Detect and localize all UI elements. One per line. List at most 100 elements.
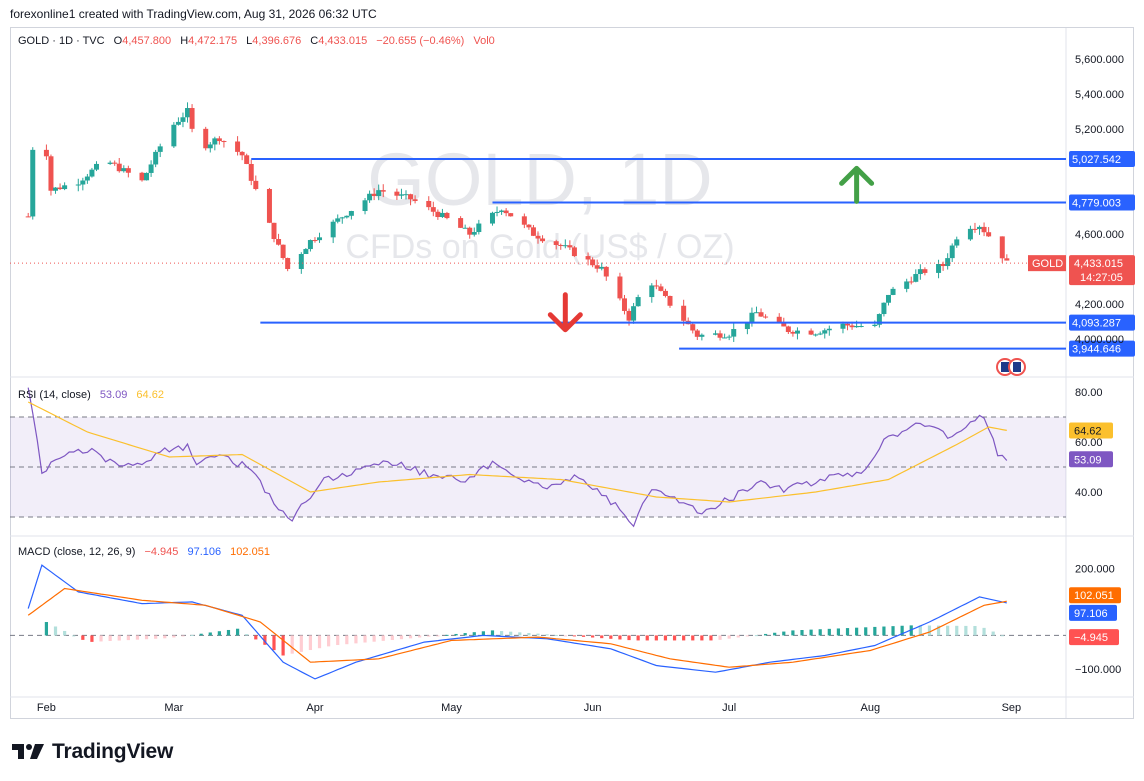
symbol-legend: GOLD · 1D · TVC O4,457.800 H4,472.175 L4… (18, 35, 501, 47)
candle (949, 245, 955, 259)
candle (954, 239, 960, 246)
macd-pane[interactable] (10, 564, 1066, 680)
candle (207, 144, 213, 149)
candle (471, 232, 477, 235)
level-label: 4,093.287 (1072, 318, 1121, 330)
symbol-tag: GOLD (1032, 258, 1063, 270)
rsi-ma-value: 64.62 (136, 389, 164, 401)
macd-histogram-bar (81, 635, 85, 640)
macd-title[interactable]: MACD (close, 12, 26, 9) (18, 546, 136, 558)
macd-histogram-bar (317, 635, 322, 649)
low-label: L (246, 35, 253, 47)
candle (530, 227, 536, 236)
time-tick-label: Apr (306, 702, 323, 714)
candle (881, 302, 887, 315)
macd-histogram-bar (163, 635, 167, 639)
macd-histogram-bar (836, 628, 841, 636)
macd-histogram-bar (627, 635, 631, 641)
candle (439, 212, 445, 218)
time-tick-label: Jun (584, 702, 602, 714)
level-label-bg (1069, 314, 1135, 331)
candle (585, 256, 591, 260)
macd-histogram-bar (290, 635, 294, 654)
candle (107, 162, 113, 164)
macd-hist-value: −4.945 (144, 546, 179, 558)
rsi-band (10, 417, 1066, 517)
macd-histogram-bar (226, 629, 231, 636)
macd-histogram-bar (217, 631, 221, 636)
macd-histogram-bar (581, 635, 586, 637)
price-tick-label: 5,600.000 (1075, 54, 1124, 66)
candle (722, 337, 728, 339)
candle (253, 180, 259, 189)
candle (48, 156, 54, 191)
macd-histogram-bar (63, 630, 67, 636)
candle (171, 124, 177, 147)
macd-histogram-bar (181, 635, 185, 637)
rsi-value-label: 53.09 (1074, 454, 1102, 466)
candle (380, 190, 386, 192)
candle (631, 306, 637, 321)
candle (653, 285, 659, 287)
candle (412, 199, 418, 201)
candle (890, 288, 896, 295)
macd-histogram-bar (936, 625, 941, 636)
candle (339, 217, 345, 219)
level-label: 5,027.542 (1072, 154, 1121, 166)
candle (744, 322, 750, 330)
candle (499, 210, 505, 212)
macd-histogram-bar (864, 627, 868, 636)
macd-histogram-bar (299, 635, 303, 652)
macd-histogram-bar (773, 632, 777, 636)
candle (139, 172, 145, 181)
candle (822, 330, 828, 334)
candle (276, 239, 282, 245)
macd-histogram-bar (900, 625, 904, 636)
time-tick-label: Feb (37, 702, 56, 714)
candle (394, 191, 400, 196)
candle (376, 190, 382, 197)
macd-histogram-bar (600, 635, 604, 639)
candle (763, 316, 769, 318)
candle (153, 151, 159, 165)
candle (53, 187, 59, 191)
macd-histogram-bar (235, 628, 240, 636)
high-value: 4,472.175 (188, 35, 238, 47)
rsi-pane[interactable] (10, 387, 1066, 528)
tradingview-logo[interactable]: TradingView (12, 740, 173, 764)
candle (330, 221, 336, 238)
macd-histogram-bar (609, 635, 613, 639)
candle (858, 325, 864, 327)
candle (731, 329, 737, 337)
candle (125, 168, 131, 173)
macd-histogram-bar (509, 631, 513, 636)
candle (112, 162, 118, 164)
candle (562, 245, 568, 247)
price-tick-label: 4,600.000 (1075, 229, 1124, 241)
candle (936, 263, 942, 273)
candle (981, 226, 987, 233)
symbol-name[interactable]: GOLD · 1D · TVC (18, 35, 105, 47)
high-label: H (180, 35, 189, 47)
macd-histogram-bar (818, 629, 822, 636)
level-label-bg (1069, 340, 1135, 357)
macd-histogram-bar (736, 635, 740, 638)
rsi-title[interactable]: RSI (14, close) (18, 389, 91, 401)
macd-line-label: 97.106 (1074, 608, 1108, 620)
candle (553, 241, 559, 245)
tradingview-logo-text: TradingView (52, 740, 174, 763)
close-value: 4,433.015 (318, 35, 368, 47)
candle (348, 211, 354, 216)
macd-histogram-bar (418, 635, 422, 638)
candle (699, 334, 705, 337)
symbol-tag-bg (1028, 255, 1066, 272)
macd-histogram-bar (745, 635, 749, 637)
price-pane[interactable] (10, 102, 1066, 376)
candle (977, 226, 983, 230)
candle (489, 212, 495, 224)
candle (540, 238, 546, 242)
candle (558, 244, 564, 246)
candle (203, 128, 209, 149)
candle (917, 269, 923, 275)
